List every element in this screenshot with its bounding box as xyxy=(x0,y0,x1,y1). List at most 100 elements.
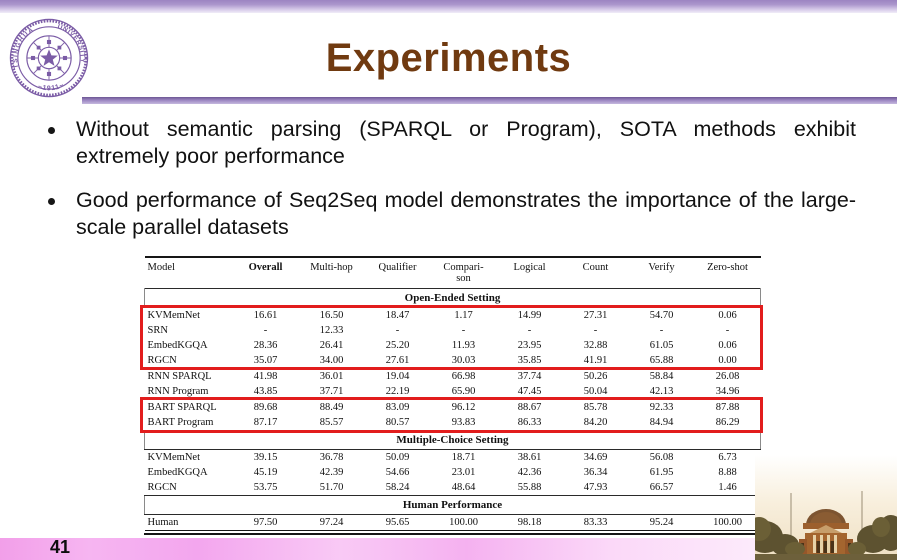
value-cell: 58.24 xyxy=(385,482,410,493)
value-cell: 45.19 xyxy=(253,467,278,478)
slide-title: Experiments xyxy=(325,36,572,80)
bullet-text: Good performance of Seq2Seq model demons… xyxy=(76,188,856,239)
table-row: KVMemNet 16.61 16.50 18.47 1.17 14.99 27… xyxy=(145,308,761,324)
table-row: KVMemNet 39.15 36.78 50.09 18.71 38.61 3… xyxy=(145,450,761,466)
header-count: Count xyxy=(582,262,609,273)
model-cell: EmbedKGQA xyxy=(147,467,208,478)
header-comparison: Compari-son xyxy=(443,262,484,284)
value-cell: 42.36 xyxy=(517,467,542,478)
value-cell: 54.70 xyxy=(649,310,674,321)
model-cell: RGCN xyxy=(147,482,177,493)
model-cell: RNN Program xyxy=(147,386,209,397)
value-cell: 19.04 xyxy=(364,368,431,384)
value-cell: 37.74 xyxy=(496,368,563,384)
model-cell: SRN xyxy=(147,325,168,336)
table-row: SRN - 12.33 - - - - - - xyxy=(145,323,761,338)
value-cell: 36.34 xyxy=(583,467,608,478)
bullet-list: Without semantic parsing (SPARQL or Prog… xyxy=(38,116,864,258)
value-cell: 97.50 xyxy=(253,517,278,528)
value-cell: 25.20 xyxy=(385,340,410,351)
table-row: RGCN 53.75 51.70 58.24 48.64 55.88 47.93… xyxy=(145,480,761,496)
value-cell: 1.17 xyxy=(454,310,473,321)
value-cell: 12.33 xyxy=(319,325,344,336)
value-cell: 34.00 xyxy=(319,355,344,366)
value-cell: 42.13 xyxy=(649,386,674,397)
table-row: RNN SPARQL 41.98 36.01 19.04 66.98 37.74… xyxy=(144,368,761,384)
value-cell: 51.70 xyxy=(319,482,344,493)
value-cell: 1.46 xyxy=(718,482,737,493)
model-cell: BART SPARQL xyxy=(144,399,233,415)
footer-accent-bar xyxy=(0,538,897,560)
value-cell: - xyxy=(725,325,730,336)
header-qualifier: Qualifier xyxy=(378,262,417,273)
header-model: Model xyxy=(147,262,175,273)
value-cell: 65.88 xyxy=(649,355,674,366)
value-cell: 50.09 xyxy=(385,452,410,463)
section-title: Multiple-Choice Setting xyxy=(144,430,761,450)
value-cell: - xyxy=(527,325,532,336)
table-row: BART SPARQL 89.68 88.49 83.09 96.12 88.6… xyxy=(144,399,761,415)
value-cell: 86.33 xyxy=(517,417,542,428)
table-row: EmbedKGQA 28.36 26.41 25.20 11.93 23.95 … xyxy=(145,338,761,353)
value-cell: 18.71 xyxy=(451,452,476,463)
model-cell: RNN SPARQL xyxy=(144,368,233,384)
table-row: Human 97.50 97.24 95.65 100.00 98.18 83.… xyxy=(145,515,761,531)
value-cell: 36.01 xyxy=(298,368,365,384)
model-cell: Human xyxy=(147,517,179,528)
seal-petal-marks xyxy=(30,39,68,77)
model-cell: EmbedKGQA xyxy=(147,340,208,351)
seal-year-text: ~1911~ xyxy=(37,82,65,93)
value-cell: 34.69 xyxy=(583,452,608,463)
value-cell: 54.66 xyxy=(385,467,410,478)
value-cell: 50.04 xyxy=(583,386,608,397)
value-cell: 96.12 xyxy=(430,399,497,415)
value-cell: 85.78 xyxy=(562,399,629,415)
value-cell: 93.83 xyxy=(451,417,476,428)
value-cell: 85.57 xyxy=(319,417,344,428)
model-cell: BART Program xyxy=(147,417,214,428)
value-cell: 83.33 xyxy=(583,517,608,528)
value-cell: 47.45 xyxy=(517,386,542,397)
value-cell: 86.29 xyxy=(715,417,740,428)
section-title: Human Performance xyxy=(144,495,761,515)
value-cell: 88.49 xyxy=(298,399,365,415)
value-cell: 100.00 xyxy=(713,517,742,528)
value-cell: - xyxy=(461,325,466,336)
value-cell: 65.90 xyxy=(451,386,476,397)
value-cell: 43.85 xyxy=(253,386,278,397)
value-cell: 18.47 xyxy=(385,310,410,321)
value-cell: 61.05 xyxy=(649,340,674,351)
bullet-dot-icon xyxy=(48,127,55,134)
model-cell: KVMemNet xyxy=(147,310,201,321)
value-cell: 35.07 xyxy=(253,355,278,366)
value-cell: 0.00 xyxy=(718,355,737,366)
bullet-text: Without semantic parsing (SPARQL or Prog… xyxy=(76,117,856,168)
value-cell: 98.18 xyxy=(517,517,542,528)
table-row: BART Program 87.17 85.57 80.57 93.83 86.… xyxy=(145,415,761,431)
bullet-item: Without semantic parsing (SPARQL or Prog… xyxy=(38,116,864,170)
table-row: RNN Program 43.85 37.71 22.19 65.90 47.4… xyxy=(145,384,761,400)
value-cell: 41.91 xyxy=(583,355,608,366)
value-cell: 26.08 xyxy=(694,368,761,384)
value-cell: 88.67 xyxy=(496,399,563,415)
results-table: Model Overall Multi-hop Qualifier Compar… xyxy=(144,256,761,535)
value-cell: 11.93 xyxy=(451,340,476,351)
model-cell: KVMemNet xyxy=(147,452,201,463)
value-cell: 41.98 xyxy=(232,368,299,384)
value-cell: 95.24 xyxy=(649,517,674,528)
value-cell: 80.57 xyxy=(385,417,410,428)
header-logical: Logical xyxy=(513,262,546,273)
seal-star-icon xyxy=(40,49,58,66)
value-cell: 6.73 xyxy=(718,452,737,463)
value-cell: 83.09 xyxy=(364,399,431,415)
table-bottom-rule xyxy=(144,533,760,535)
value-cell: - xyxy=(395,325,400,336)
value-cell: 53.75 xyxy=(253,482,278,493)
value-cell: 48.64 xyxy=(451,482,476,493)
value-cell: 8.88 xyxy=(718,467,737,478)
value-cell: 0.06 xyxy=(718,310,737,321)
value-cell: 87.88 xyxy=(694,399,761,415)
header-multihop: Multi-hop xyxy=(310,262,353,273)
value-cell: 39.15 xyxy=(253,452,278,463)
value-cell: 84.20 xyxy=(583,417,608,428)
